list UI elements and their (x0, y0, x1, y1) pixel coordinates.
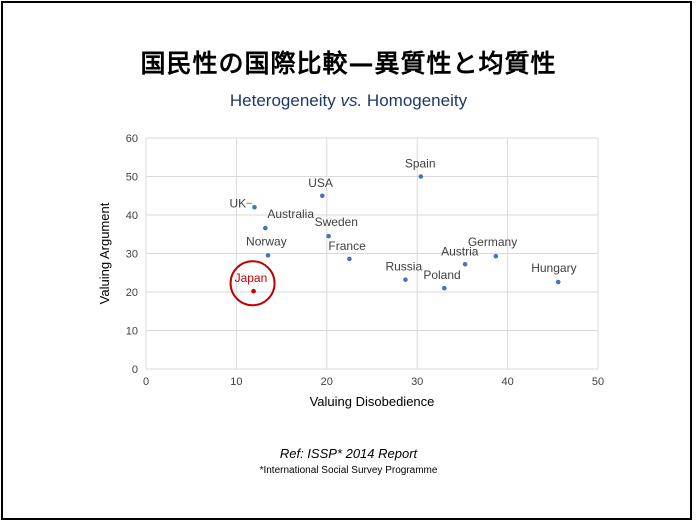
y-tick-label: 20 (126, 287, 138, 299)
data-point (555, 279, 561, 285)
reference-note: *International Social Survey Programme (259, 465, 438, 476)
y-tick-label: 30 (126, 249, 138, 261)
data-point (319, 193, 325, 199)
point-label: UK (229, 196, 246, 210)
y-axis-label: Valuing Argument (97, 202, 112, 304)
point-label: Russia (385, 260, 422, 274)
slide-title: 国民性の国際比較—異質性と均質性 (140, 49, 557, 78)
x-axis-label: Valuing Disobedience (310, 394, 435, 409)
y-tick-label: 50 (126, 172, 138, 184)
y-tick-label: 10 (126, 326, 138, 338)
x-tick-label: 20 (321, 376, 333, 388)
data-point (347, 256, 352, 262)
point-label: Sweden (315, 215, 358, 229)
y-tick-label: 40 (126, 210, 138, 222)
data-point (265, 253, 271, 258)
x-tick-label: 30 (411, 376, 423, 388)
data-point (252, 205, 257, 210)
data-point (263, 225, 268, 231)
reference: Ref: ISSP* 2014 Report (279, 446, 418, 461)
x-tick-label: 40 (501, 376, 513, 388)
data-point (493, 253, 499, 259)
y-tick-label: 0 (132, 364, 138, 376)
point-label: Japan (235, 271, 268, 285)
data-point (418, 174, 424, 179)
point-label: USA (308, 176, 333, 190)
data-point (251, 288, 256, 294)
subtitle-part-2: Homogeneity (362, 91, 468, 110)
data-point (403, 277, 408, 282)
data-point (442, 285, 447, 291)
point-label: Germany (468, 235, 517, 249)
highlight-ring (229, 260, 276, 307)
x-tick-label: 10 (230, 376, 242, 388)
subtitle-vs: vs. (340, 91, 363, 110)
y-tick-label: 60 (126, 133, 138, 145)
point-label: Norway (246, 234, 287, 248)
data-point (326, 233, 331, 239)
point-label: Australia (267, 207, 314, 221)
subtitle-part-1: Heterogeneity (229, 91, 341, 110)
point-label: Hungary (531, 261, 576, 275)
data-point (462, 261, 468, 267)
slide-subtitle: Heterogeneity vs. Homogeneity (0, 91, 697, 111)
point-label: Spain (405, 157, 436, 171)
x-tick-label: 0 (143, 376, 149, 388)
point-label: France (328, 239, 366, 253)
point-label: Austria (441, 244, 479, 258)
x-tick-label: 50 (592, 376, 604, 388)
point-label: Poland (423, 268, 460, 282)
